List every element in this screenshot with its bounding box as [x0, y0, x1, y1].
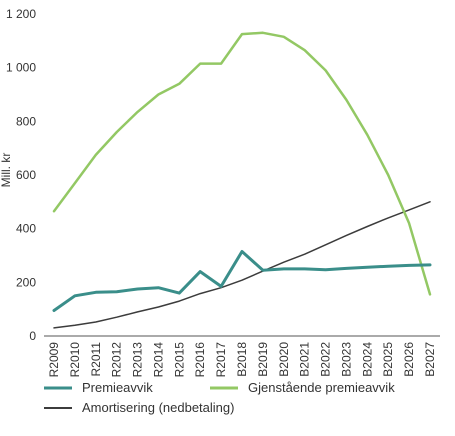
y-tick-label: 800: [16, 114, 36, 128]
x-tick-label: R2013: [131, 342, 145, 378]
x-tick-label: B2023: [339, 342, 353, 377]
x-tick-label: R2011: [89, 342, 103, 377]
x-tick-label: R2012: [110, 342, 124, 378]
x-tick-label: R2015: [172, 342, 186, 378]
x-tick-label: B2020: [277, 342, 291, 377]
y-tick-label: 1 000: [6, 61, 36, 75]
x-tick-label: B2024: [360, 342, 374, 377]
x-tick-label: B2022: [319, 342, 333, 377]
x-tick-label: R2010: [68, 342, 82, 378]
y-tick-label: 200: [16, 275, 36, 289]
series-line-1: [52, 250, 432, 312]
series-line-3: [53, 201, 431, 329]
x-tick-label: B2027: [423, 342, 437, 377]
x-axis-tick-labels: R2009 R2010 R2011 R2012 R2013 R2014 R2015 R2016…: [47, 342, 437, 378]
x-tick-label: B2019: [256, 342, 270, 377]
x-tick-label: B2018: [235, 342, 249, 377]
x-tick-label: R2014: [151, 342, 165, 378]
y-tick-label: 400: [16, 222, 36, 236]
x-tick-label: R2009: [47, 342, 61, 378]
y-tick-label: 1 200: [6, 7, 36, 21]
x-tick-label: B2025: [381, 342, 395, 377]
x-tick-label: R2017: [214, 342, 228, 378]
legend-label-2: Gjenstående premieavvik: [248, 380, 395, 395]
y-tick-label: 600: [16, 168, 36, 182]
x-tick-label: R2016: [193, 342, 207, 378]
y-tick-label: 0: [29, 329, 36, 343]
x-tick-label: B2021: [298, 342, 312, 377]
series-line-2: [52, 31, 432, 296]
x-tick-label: B2026: [402, 342, 416, 377]
series-lines: [52, 31, 432, 329]
legend-label-1: Premieavvik: [82, 380, 153, 395]
legend-label-3: Amortisering (nedbetaling): [82, 400, 234, 415]
y-axis-tick-labels: 0 200 400 600 800 1 000 1 200: [6, 7, 36, 343]
y-axis-title: Mill. kr: [0, 153, 13, 188]
legend: Premieavvik Gjenstående premieavvik Amorti…: [44, 380, 395, 415]
